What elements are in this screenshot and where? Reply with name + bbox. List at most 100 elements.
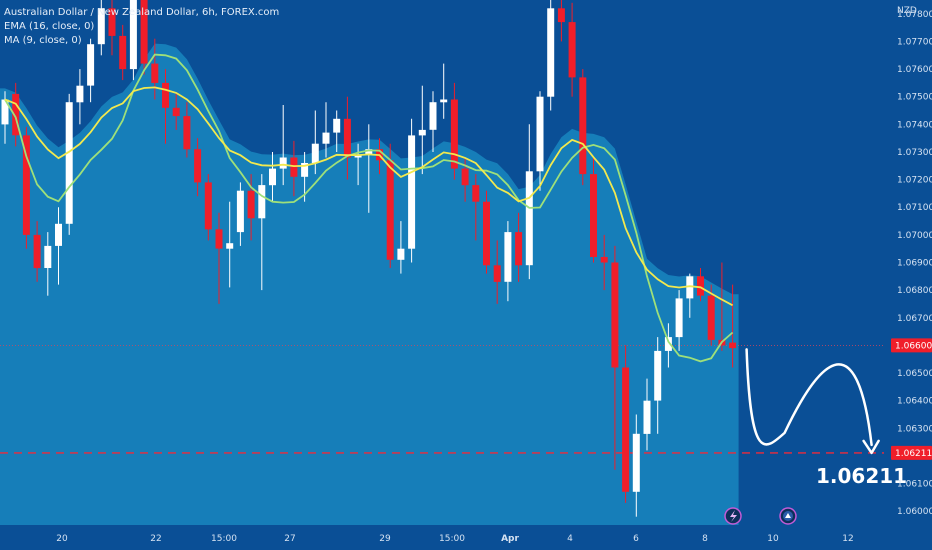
candle[interactable] [472, 174, 480, 241]
candle[interactable] [65, 93, 73, 235]
candle-body [622, 367, 630, 492]
candles[interactable] [1, 0, 737, 517]
candle-body [525, 171, 533, 266]
candle-body [547, 8, 555, 97]
candle[interactable] [397, 221, 405, 274]
candle[interactable] [697, 268, 704, 302]
candle-body [333, 118, 341, 133]
candle[interactable] [204, 174, 212, 241]
candle[interactable] [536, 91, 544, 191]
candle[interactable] [76, 69, 84, 125]
candle[interactable] [611, 245, 619, 470]
candle[interactable] [354, 143, 362, 186]
currency-label: NZD [897, 6, 917, 16]
candle-body [269, 168, 276, 186]
candle-body [729, 342, 737, 349]
candle[interactable] [22, 127, 30, 249]
candle[interactable] [483, 190, 490, 274]
candle[interactable] [226, 201, 234, 288]
candle-body [290, 157, 298, 177]
candle[interactable] [183, 102, 191, 158]
candle[interactable] [450, 82, 458, 180]
candle[interactable] [643, 378, 651, 451]
y-tick-label: 1.07700 [897, 37, 932, 47]
candle-body [22, 135, 30, 235]
candle[interactable] [365, 124, 373, 213]
candle[interactable] [504, 221, 512, 302]
candle-body [108, 8, 116, 36]
candle[interactable] [686, 273, 694, 318]
candle-body [354, 154, 362, 158]
candle-body [65, 102, 73, 224]
candle[interactable] [579, 69, 587, 186]
candle[interactable] [654, 337, 662, 434]
candle[interactable] [440, 63, 448, 119]
candle[interactable] [622, 345, 630, 503]
candle[interactable] [140, 0, 148, 75]
x-tick-label: 8 [702, 534, 708, 544]
candle[interactable] [568, 2, 576, 97]
candle[interactable] [557, 0, 565, 42]
time-axis[interactable]: 20 22 15:00 27 29 15:00 Apr 4 6 8 10 12 [56, 534, 853, 544]
candle[interactable] [44, 232, 52, 296]
candle[interactable] [194, 138, 202, 197]
candle[interactable] [333, 110, 341, 153]
candle[interactable] [172, 93, 180, 130]
candle[interactable] [12, 82, 20, 147]
candle[interactable] [108, 0, 116, 56]
candle[interactable] [707, 284, 715, 346]
flag-icon[interactable] [779, 507, 797, 525]
candle[interactable] [151, 38, 159, 100]
candle[interactable] [269, 152, 276, 202]
x-tick-label: 12 [842, 534, 853, 544]
candle[interactable] [493, 240, 501, 304]
candle[interactable] [547, 0, 555, 111]
candle[interactable] [97, 0, 105, 56]
candle[interactable] [600, 234, 608, 291]
candle[interactable] [515, 212, 523, 282]
candle[interactable] [55, 207, 62, 285]
lightning-icon[interactable] [724, 507, 742, 525]
candle[interactable] [429, 91, 437, 152]
candle[interactable] [632, 414, 640, 517]
candle[interactable] [590, 157, 597, 263]
candle[interactable] [87, 38, 95, 103]
y-tick-label: 1.06400 [897, 397, 932, 407]
event-icons[interactable] [724, 507, 797, 525]
x-tick-label: 22 [150, 534, 161, 544]
candle[interactable] [215, 212, 223, 304]
candle[interactable] [386, 143, 394, 268]
candle[interactable] [408, 118, 416, 263]
candle-body [675, 298, 683, 338]
candle-body [557, 8, 565, 23]
candle[interactable] [162, 69, 169, 144]
chart-legend: Australian Dollar / New Zealand Dollar, … [4, 6, 279, 48]
candle[interactable] [322, 102, 330, 158]
candle[interactable] [664, 323, 672, 368]
arrow-head [862, 439, 880, 455]
candle[interactable] [129, 0, 137, 81]
price-badge-label: 1.06211 [895, 449, 932, 459]
candle[interactable] [119, 24, 127, 81]
legend-ma: MA (9, close, 0) [4, 35, 82, 46]
candle-body [140, 0, 148, 64]
candle[interactable] [33, 221, 41, 282]
candle[interactable] [236, 182, 244, 246]
candle-body [643, 400, 651, 434]
y-tick-label: 1.06000 [897, 507, 932, 517]
candle-body [632, 433, 640, 492]
candle[interactable] [675, 290, 683, 351]
candle-body [162, 82, 169, 108]
candle-body [418, 129, 426, 136]
candle[interactable] [343, 96, 351, 180]
moving-averages [4, 53, 734, 363]
candle[interactable] [418, 85, 426, 175]
candle[interactable] [279, 105, 287, 186]
candle[interactable] [258, 174, 266, 291]
candle[interactable] [247, 174, 255, 241]
candle[interactable] [290, 140, 298, 197]
candle[interactable] [729, 284, 737, 368]
candle[interactable] [525, 124, 533, 280]
